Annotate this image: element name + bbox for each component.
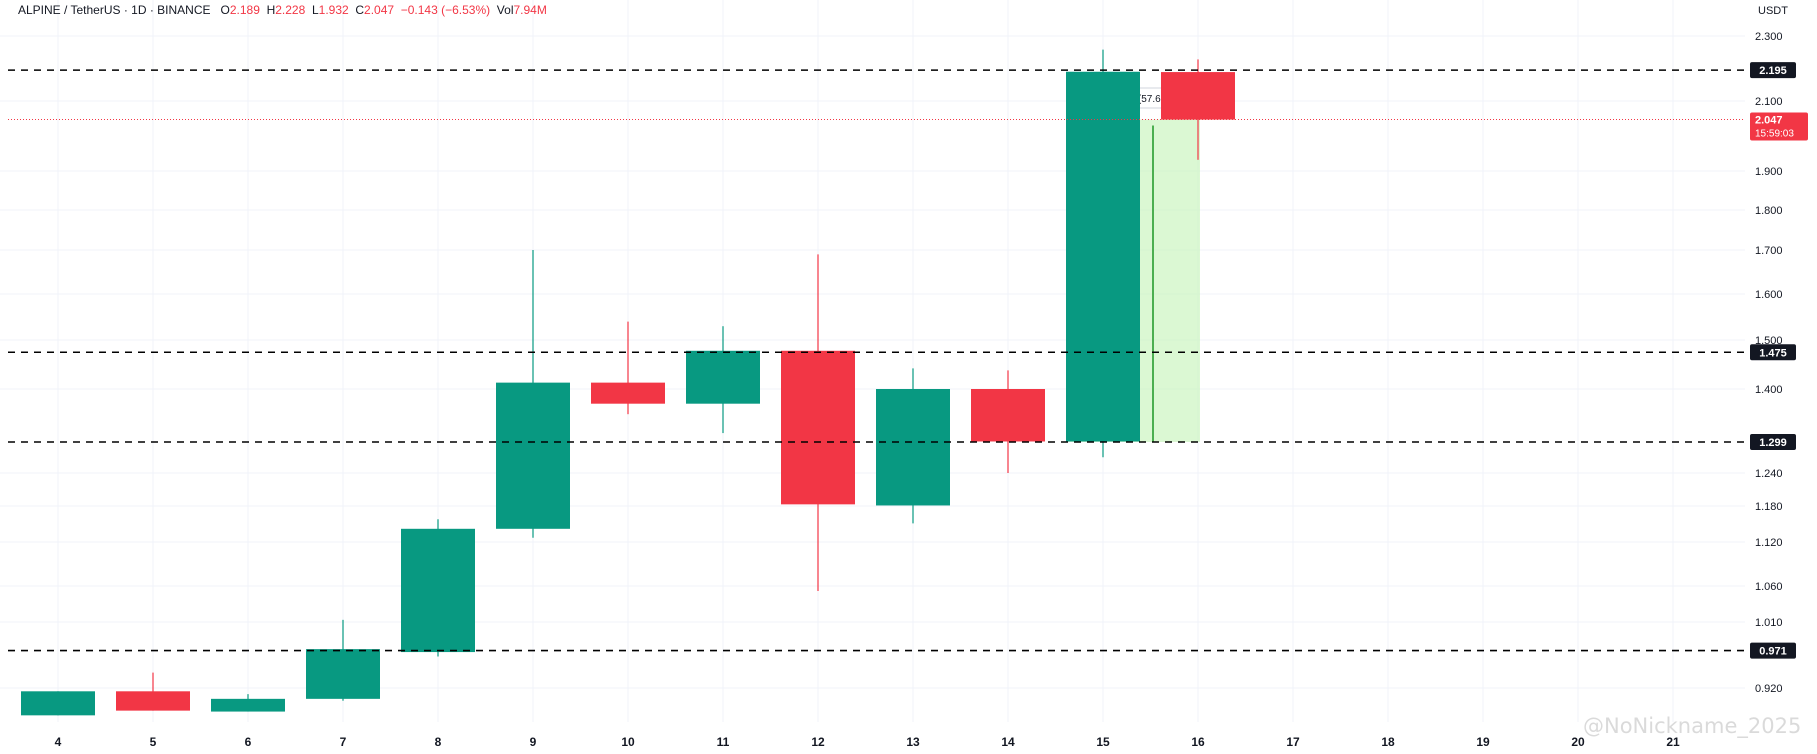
y-tick-2.300: 2.300: [1755, 31, 1783, 43]
candle-body-7: [306, 649, 380, 699]
x-tick-17: 17: [1286, 735, 1300, 749]
candle-body-14: [971, 389, 1045, 442]
x-tick-12: 12: [811, 735, 825, 749]
x-tick-21: 21: [1666, 735, 1680, 749]
high-value: 2.228: [275, 3, 306, 17]
x-tick-15: 15: [1096, 735, 1110, 749]
level-tag-0.971: [1750, 642, 1796, 659]
y-tick-1.900: 1.900: [1755, 166, 1783, 178]
candle-body-10: [591, 382, 665, 404]
x-tick-5: 5: [150, 735, 157, 749]
open-value: 2.189: [229, 3, 260, 17]
symbol-title: ALPINE / TetherUS · 1D · BINANCE: [18, 3, 211, 17]
y-tick-1.500: 1.500: [1755, 335, 1783, 347]
volume-value: 7.94M: [513, 3, 547, 17]
high-key: H: [266, 3, 276, 17]
level-tag-2.195: [1750, 62, 1796, 79]
level-tag-1.475: [1750, 344, 1796, 361]
level-label-2.195: 2.195: [1759, 65, 1787, 77]
y-tick-1.010: 1.010: [1755, 617, 1783, 629]
x-tick-16: 16: [1191, 735, 1205, 749]
x-tick-6: 6: [245, 735, 252, 749]
x-tick-7: 7: [340, 735, 347, 749]
x-tick-4: 4: [55, 735, 62, 749]
y-tick-0.920: 0.920: [1755, 683, 1783, 695]
x-tick-18: 18: [1381, 735, 1395, 749]
watermark: @NoNickname_2025: [1583, 714, 1802, 738]
candle-body-9: [496, 382, 570, 529]
y-tick-2.100: 2.100: [1755, 96, 1783, 108]
open-key: O: [220, 3, 230, 17]
level-label-1.299: 1.299: [1759, 437, 1787, 449]
change-value: −0.143 (−6.53%): [400, 3, 491, 17]
candle-body-16: [1161, 72, 1235, 120]
low-value: 1.932: [318, 3, 349, 17]
level-label-0.971: 0.971: [1759, 646, 1787, 658]
y-tick-1.180: 1.180: [1755, 501, 1783, 513]
candle-body-6: [211, 698, 285, 712]
y-tick-1.600: 1.600: [1755, 289, 1783, 301]
y-tick-1.060: 1.060: [1755, 581, 1783, 593]
x-tick-20: 20: [1571, 735, 1585, 749]
y-tick-1.700: 1.700: [1755, 245, 1783, 257]
last-price-line: 2.047 15:59:03: [8, 112, 1808, 141]
last-price-tag: [1750, 112, 1808, 141]
candle-body-12: [781, 350, 855, 505]
y-tick-1.800: 1.800: [1755, 205, 1783, 217]
candle-body-4: [21, 691, 95, 716]
currency-label[interactable]: USDT: [1758, 5, 1788, 17]
low-key: L: [311, 3, 319, 17]
y-tick-1.120: 1.120: [1755, 537, 1783, 549]
last-price-label: 2.047: [1755, 115, 1783, 127]
symbol-legend: ALPINE / TetherUS · 1D · BINANCE O2.189 …: [18, 3, 547, 17]
x-tick-13: 13: [906, 735, 920, 749]
time-axis[interactable]: 4 5 6 7 8 9 10 11 12 13 14 15 16 17 18 19 20 21: [55, 735, 1680, 749]
x-tick-10: 10: [621, 735, 635, 749]
close-key: C: [355, 3, 365, 17]
close-value: 2.047: [364, 3, 395, 17]
y-tick-1.240: 1.240: [1755, 468, 1783, 480]
level-label-1.475: 1.475: [1759, 347, 1787, 359]
x-tick-11: 11: [717, 735, 730, 749]
horizontal-levels[interactable]: 2.195 1.475 1.299 0.971: [8, 62, 1796, 659]
x-tick-19: 19: [1476, 735, 1490, 749]
grid: [0, 0, 1745, 722]
candle-body-13: [876, 389, 950, 506]
x-tick-14: 14: [1001, 735, 1015, 749]
candle-body-15: [1066, 71, 1140, 442]
candles: [21, 49, 1235, 716]
level-tag-1.299: [1750, 434, 1796, 450]
x-tick-9: 9: [530, 735, 537, 749]
candle-body-8: [401, 528, 475, 653]
last-price-countdown: 15:59:03: [1755, 129, 1794, 140]
y-tick-1.400: 1.400: [1755, 384, 1783, 396]
candle-body-11: [686, 350, 760, 404]
price-axis[interactable]: 2.300 2.100 1.900 1.800 1.700 1.600 1.500 1.400…: [1755, 31, 1783, 695]
x-tick-8: 8: [435, 735, 442, 749]
volume-key: Vol: [496, 3, 514, 17]
measure-label: 0.748 (57.63%) 748: [1110, 94, 1198, 105]
candle-body-5: [116, 691, 190, 711]
